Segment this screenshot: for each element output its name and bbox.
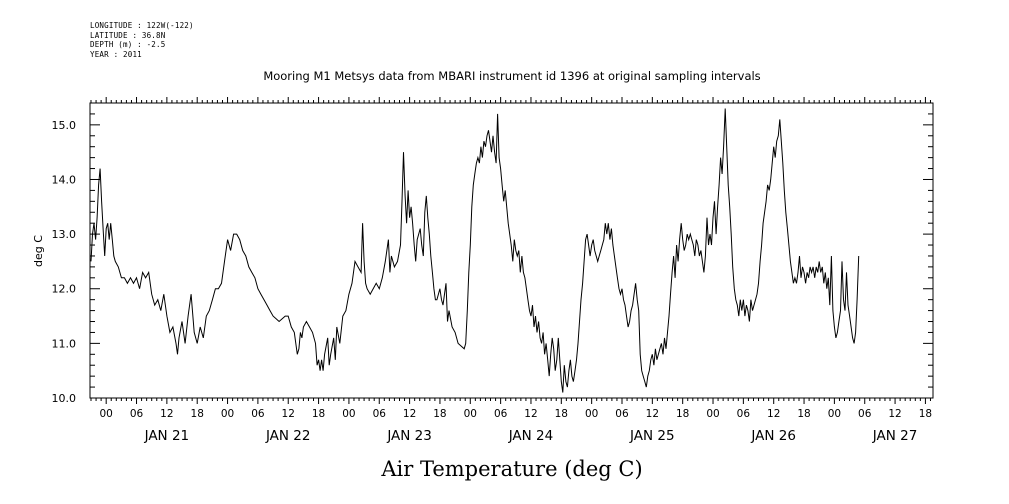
x-tick-label: 00 — [828, 408, 841, 420]
y-tick-label: 14.0 — [52, 173, 77, 186]
x-tick-label: 18 — [919, 408, 932, 420]
x-day-label: JAN 26 — [750, 428, 796, 444]
metadata-block: LONGITUDE : 122W(-122) LATITUDE : 36.8N … — [90, 21, 194, 59]
x-tick-label: 06 — [615, 408, 629, 420]
x-tick-label: 18 — [433, 408, 446, 420]
x-tick-label: 18 — [676, 408, 689, 420]
x-tick-label: 00 — [464, 408, 477, 420]
x-day-label: JAN 24 — [508, 428, 554, 444]
x-tick-label: 00 — [585, 408, 598, 420]
x-tick-label: 12 — [403, 408, 416, 420]
x-tick-label: 06 — [373, 408, 387, 420]
x-tick-label: 06 — [130, 408, 144, 420]
metadata-depth: DEPTH (m) : -2.5 — [90, 40, 166, 49]
metadata-year: YEAR : 2011 — [90, 49, 142, 59]
x-tick-label: 12 — [767, 408, 780, 420]
x-tick-label: 12 — [282, 408, 295, 420]
x-tick-label: 00 — [706, 408, 719, 420]
x-tick-label: 12 — [160, 408, 173, 420]
x-tick-label: 18 — [312, 408, 325, 420]
x-axis-label: Air Temperature (deg C) — [380, 457, 642, 481]
x-tick-label: 00 — [221, 408, 234, 420]
chart-title: Mooring M1 Metsys data from MBARI instru… — [263, 69, 760, 83]
x-tick-label: 18 — [555, 408, 568, 420]
x-day-label: JAN 27 — [872, 428, 918, 444]
x-tick-label: 06 — [494, 408, 508, 420]
x-tick-label: 12 — [524, 408, 537, 420]
x-day-label: JAN 23 — [386, 428, 432, 444]
x-tick-label: 06 — [858, 408, 872, 420]
x-tick-label: 12 — [888, 408, 901, 420]
x-day-label: JAN 22 — [265, 428, 311, 444]
y-tick-label: 12.0 — [52, 283, 77, 296]
x-tick-label: 00 — [342, 408, 355, 420]
axes-layer: 00 06 12 18 00 06 12 18 00 06 12 18 00 06 12 18 00 06 12 18… — [52, 97, 933, 444]
x-tick-label: 12 — [646, 408, 659, 420]
plot-frame — [89, 102, 934, 399]
x-tick-label: 18 — [797, 408, 810, 420]
metadata-latitude: LATITUDE : 36.8N — [90, 30, 166, 40]
y-axis-label: deg C — [32, 235, 45, 267]
metadata-longitude: LONGITUDE : 122W(-122) — [90, 21, 194, 30]
x-tick-label: 00 — [99, 408, 112, 420]
x-tick-label: 06 — [737, 408, 751, 420]
y-tick-label: 11.0 — [52, 337, 77, 350]
x-tick-label: 18 — [191, 408, 204, 420]
y-tick-label: 10.0 — [52, 392, 77, 405]
x-tick-label: 06 — [251, 408, 265, 420]
series-line — [90, 108, 860, 393]
y-tick-label: 15.0 — [52, 119, 77, 132]
y-tick-label: 13.0 — [52, 228, 77, 241]
x-day-label: JAN 25 — [629, 428, 675, 444]
x-day-label: JAN 21 — [144, 428, 190, 444]
